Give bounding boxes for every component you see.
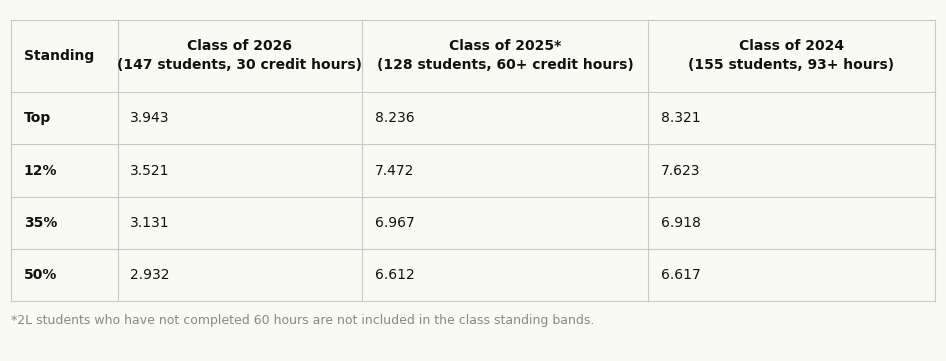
Text: 7.623: 7.623: [660, 164, 700, 178]
Text: 2.932: 2.932: [130, 268, 169, 282]
Text: 7.472: 7.472: [375, 164, 414, 178]
Text: 6.967: 6.967: [375, 216, 414, 230]
Text: 3.521: 3.521: [130, 164, 169, 178]
Text: Standing: Standing: [24, 49, 94, 63]
Text: 6.617: 6.617: [660, 268, 700, 282]
Text: 3.131: 3.131: [130, 216, 169, 230]
Text: *2L students who have not completed 60 hours are not included in the class stand: *2L students who have not completed 60 h…: [11, 314, 595, 327]
Text: 50%: 50%: [24, 268, 57, 282]
Text: 12%: 12%: [24, 164, 57, 178]
Text: 3.943: 3.943: [130, 111, 169, 125]
Text: 8.321: 8.321: [660, 111, 700, 125]
Text: Class of 2024
(155 students, 93+ hours): Class of 2024 (155 students, 93+ hours): [689, 39, 895, 73]
Text: 35%: 35%: [24, 216, 57, 230]
Text: 6.918: 6.918: [660, 216, 701, 230]
Text: Class of 2026
(147 students, 30 credit hours): Class of 2026 (147 students, 30 credit h…: [117, 39, 362, 73]
Text: 6.612: 6.612: [375, 268, 414, 282]
Text: Class of 2025*
(128 students, 60+ credit hours): Class of 2025* (128 students, 60+ credit…: [377, 39, 634, 73]
Text: 8.236: 8.236: [375, 111, 414, 125]
Text: Top: Top: [24, 111, 51, 125]
